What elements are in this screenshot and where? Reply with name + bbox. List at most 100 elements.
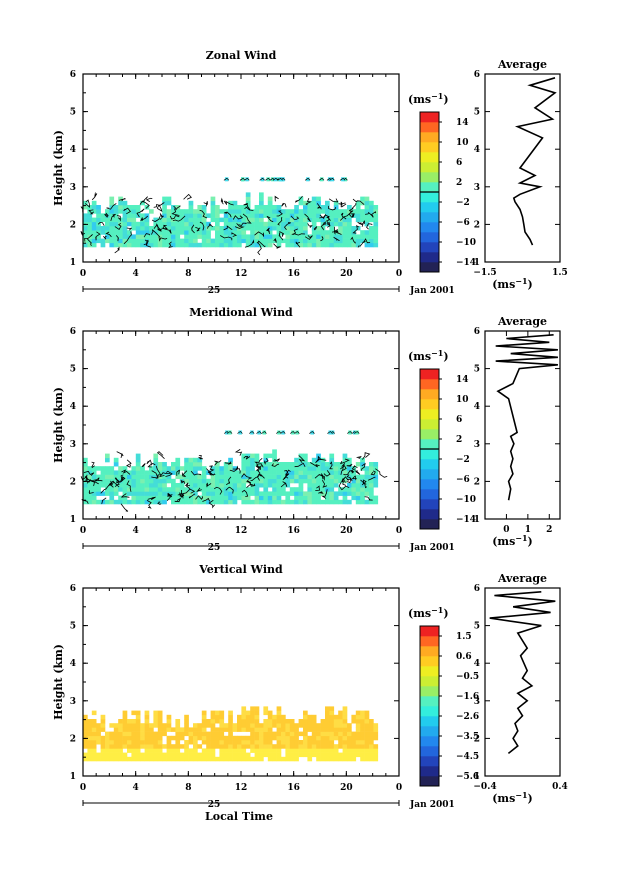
contour-line [91,461,95,469]
data-cell [109,217,115,223]
contour-line [278,232,284,241]
data-cell [223,491,229,496]
data-cell [355,430,359,435]
data-cell [276,706,282,711]
data-cell [311,487,317,492]
x-tick-label: 20 [340,526,353,536]
data-cell [131,470,137,475]
data-cell [223,470,229,475]
data-cell [149,740,154,745]
data-cell [333,748,339,753]
data-cell [263,748,269,753]
data-cell [245,723,251,728]
data-cell [201,752,207,758]
data-cell [259,731,264,737]
data-cell [83,731,88,737]
data-cell [223,217,229,223]
data-cell [320,462,326,467]
data-cell [162,470,167,475]
colorbar-segment [420,389,439,400]
data-cell [188,495,194,501]
data-cell [267,209,273,214]
profile-line [512,77,557,246]
data-cell [364,735,370,741]
data-cell [105,491,110,496]
data-cell [113,457,119,463]
data-cell [175,495,181,501]
contour-line [244,239,255,248]
data-cell [232,205,238,210]
data-cell [316,735,321,741]
y-tick-label: 5 [474,108,480,118]
data-cell [188,731,194,737]
data-cell [333,474,339,480]
data-cell [166,217,172,223]
data-cell [254,719,260,724]
data-cell [241,234,247,239]
data-cell [263,242,269,248]
data-cell [303,727,308,732]
data-cell [188,209,194,214]
data-cell [135,457,141,463]
data-cell [303,731,308,737]
data-cell [232,466,238,471]
data-cell [232,499,238,505]
data-cell [303,453,308,459]
data-cell [369,723,374,728]
y-tick-label: 4 [70,145,76,155]
data-cell [83,238,88,244]
data-cell [294,499,299,505]
y-tick-label: 2 [474,734,480,744]
data-cell [281,744,286,749]
data-cell [325,478,330,484]
data-cell [122,727,128,732]
x-tick-label: 12 [235,526,248,536]
data-cell [228,487,233,492]
data-cell [272,744,277,749]
data-cell [237,740,242,745]
contour-line [365,211,374,217]
contour-line [241,489,249,497]
data-cell [109,487,115,492]
data-cell [364,213,370,218]
data-cell [298,196,304,202]
data-cell [228,740,233,745]
colorbar-segment [420,766,439,777]
data-cell [338,735,343,741]
data-cell [241,478,247,484]
contour-line [229,465,239,472]
data-cell [250,714,255,720]
data-cell [241,217,247,223]
data-cell [175,756,181,762]
data-cell [179,487,185,492]
data-cell [303,209,308,214]
data-cell [87,719,93,724]
contour-line [254,231,265,237]
y-tick-label: 1 [70,772,76,782]
data-cell [364,748,370,753]
contour-line [97,221,105,226]
data-cell [263,478,269,484]
data-cell [241,744,247,749]
data-cell [206,230,211,235]
data-cell [228,748,233,753]
contour-line [271,463,280,467]
data-cell [316,217,321,223]
data-cell [91,234,97,239]
data-cell [83,483,88,488]
data-cell [140,487,145,492]
data-cell [263,744,269,749]
data-cell [245,177,249,182]
colorbar-segment [420,252,439,263]
data-cell [215,744,220,749]
data-cell [311,196,317,202]
data-cell [127,740,132,745]
contour-line [360,479,367,486]
y-tick-label: 6 [474,327,480,337]
data-cell [254,487,260,492]
contour-line [223,225,233,231]
data-cell [131,234,137,239]
data-cell [193,756,198,762]
data-cell [355,752,361,758]
data-cell [109,499,115,505]
